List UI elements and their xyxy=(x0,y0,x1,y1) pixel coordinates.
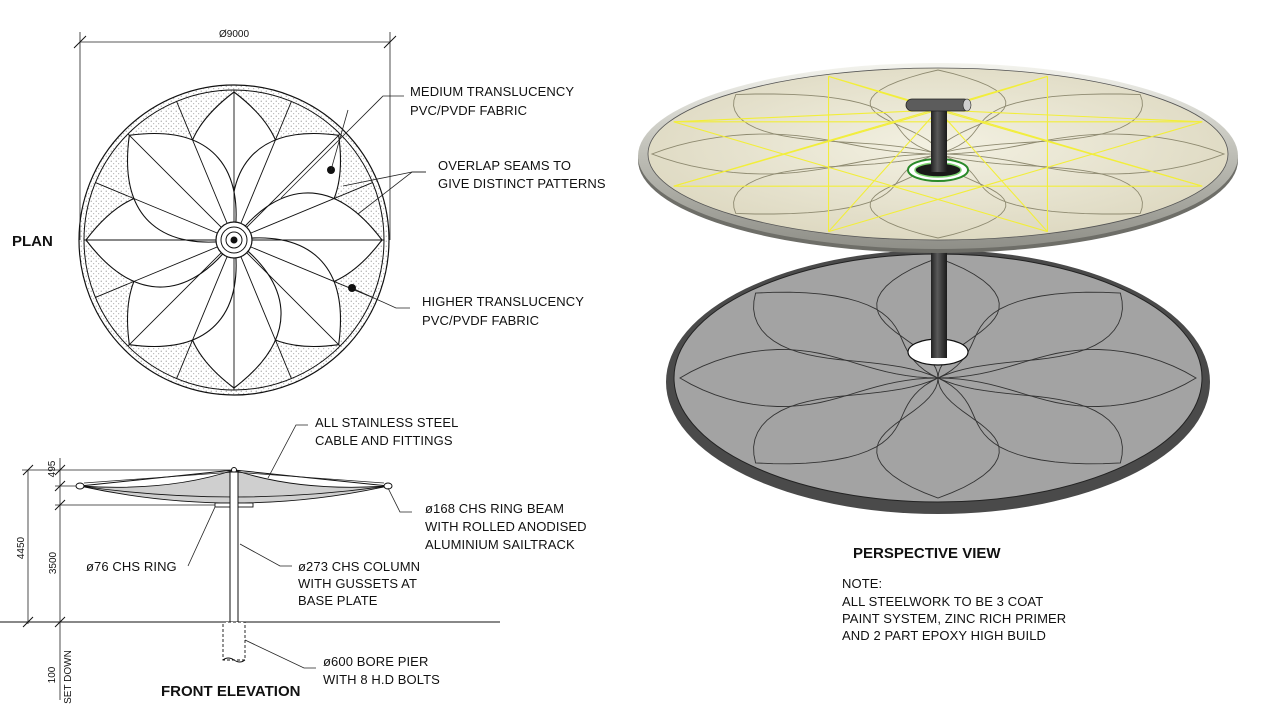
note-line-3: AND 2 PART EPOXY HIGH BUILD xyxy=(842,628,1046,643)
shadow-petal xyxy=(937,291,1123,379)
plan-diameter-dimension: Ø9000 xyxy=(73,29,397,240)
note-ring-beam-1: ø168 CHS RING BEAM xyxy=(425,501,564,516)
perspective-title: PERSPECTIVE VIEW xyxy=(853,545,1001,562)
star-cable xyxy=(673,121,1048,233)
shadow-petal xyxy=(937,349,1197,407)
radial-cable xyxy=(673,109,939,123)
perspective-view: PERSPECTIVE VIEW NOTE: ALL STEELWORK TO … xyxy=(638,63,1238,643)
note-cable-2: CABLE AND FITTINGS xyxy=(315,433,453,448)
note-pier-2: WITH 8 H.D BOLTS xyxy=(323,672,440,687)
note-line-2: PAINT SYSTEM, ZINC RICH PRIMER xyxy=(842,611,1066,626)
perspective-shadow xyxy=(666,250,1210,514)
plan-cable xyxy=(176,239,235,379)
elevation-dimensions: 495 4450 3500 100 SET DOWN xyxy=(16,458,232,704)
plan-cable xyxy=(233,101,292,241)
plan-cable xyxy=(233,239,292,379)
plan-cable xyxy=(95,182,235,241)
radial-cable xyxy=(937,109,1048,232)
canopy-petal xyxy=(937,153,1143,215)
note-ring: ø76 CHS RING xyxy=(86,559,177,574)
elevation-leaders xyxy=(187,424,412,669)
canopy-petal xyxy=(650,133,939,175)
elevation-column xyxy=(222,471,246,663)
note-higher-translucency-2: PVC/PVDF FABRIC xyxy=(422,313,539,328)
dim-3500: 3500 xyxy=(48,551,59,574)
dim-set-down: SET DOWN xyxy=(63,650,74,704)
plan-diameter-label: Ø9000 xyxy=(219,29,249,40)
canopy-petal xyxy=(733,93,939,155)
plan-hub xyxy=(215,221,253,259)
shadow-petal xyxy=(937,377,1123,465)
front-elevation: 495 4450 3500 100 SET DOWN xyxy=(0,415,587,704)
radial-cable xyxy=(828,109,939,232)
plan-radial-cables xyxy=(84,90,384,390)
shadow-petal xyxy=(753,291,939,379)
plan-cable xyxy=(95,239,235,298)
note-overlap-seams-1: OVERLAP SEAMS TO xyxy=(438,158,571,173)
radial-cable xyxy=(937,109,1203,123)
shadow-petal xyxy=(679,349,939,407)
plan-cable xyxy=(233,182,373,241)
plan-title: PLAN xyxy=(12,233,53,250)
note-higher-translucency-1: HIGHER TRANSLUCENCY xyxy=(422,294,584,309)
elevation-title: FRONT ELEVATION xyxy=(161,683,300,700)
dim-495: 495 xyxy=(47,460,58,477)
note-column-1: ø273 CHS COLUMN xyxy=(298,559,420,574)
note-medium-translucency-2: PVC/PVDF FABRIC xyxy=(410,103,527,118)
shadow-petal xyxy=(876,377,1000,499)
star-cable xyxy=(828,75,1203,187)
note-overlap-seams-2: GIVE DISTINCT PATTERNS xyxy=(438,176,606,191)
note-ring-beam-3: ALUMINIUM SAILTRACK xyxy=(425,537,575,552)
canopy-petal xyxy=(869,69,1007,155)
note-ring-beam-2: WITH ROLLED ANODISED xyxy=(425,519,587,534)
plan-leaders xyxy=(280,95,426,309)
star-cable xyxy=(828,121,1203,233)
note-pier-1: ø600 BORE PIER xyxy=(323,654,428,669)
plan-view: Ø9000 PLAN MEDIUM TRANSLUCENCY PVC/ xyxy=(12,29,606,396)
note-cable-1: ALL STAINLESS STEEL xyxy=(315,415,459,430)
canopy-petal xyxy=(937,93,1143,155)
shadow-petal xyxy=(753,377,939,465)
plan-cable xyxy=(176,101,235,241)
note-column-3: BASE PLATE xyxy=(298,593,378,608)
radial-cable xyxy=(673,109,939,187)
note-line-1: ALL STEELWORK TO BE 3 COAT xyxy=(842,594,1043,609)
canopy-petal xyxy=(869,153,1007,239)
note-medium-translucency-1: MEDIUM TRANSLUCENCY xyxy=(410,84,574,99)
canopy-petal xyxy=(937,133,1226,175)
dim-100: 100 xyxy=(47,666,58,683)
perspective-canopy xyxy=(638,63,1238,253)
dim-4450: 4450 xyxy=(16,536,27,559)
canopy-petal xyxy=(733,153,939,215)
note-column-2: WITH GUSSETS AT xyxy=(298,576,417,591)
note-heading: NOTE: xyxy=(842,576,882,591)
